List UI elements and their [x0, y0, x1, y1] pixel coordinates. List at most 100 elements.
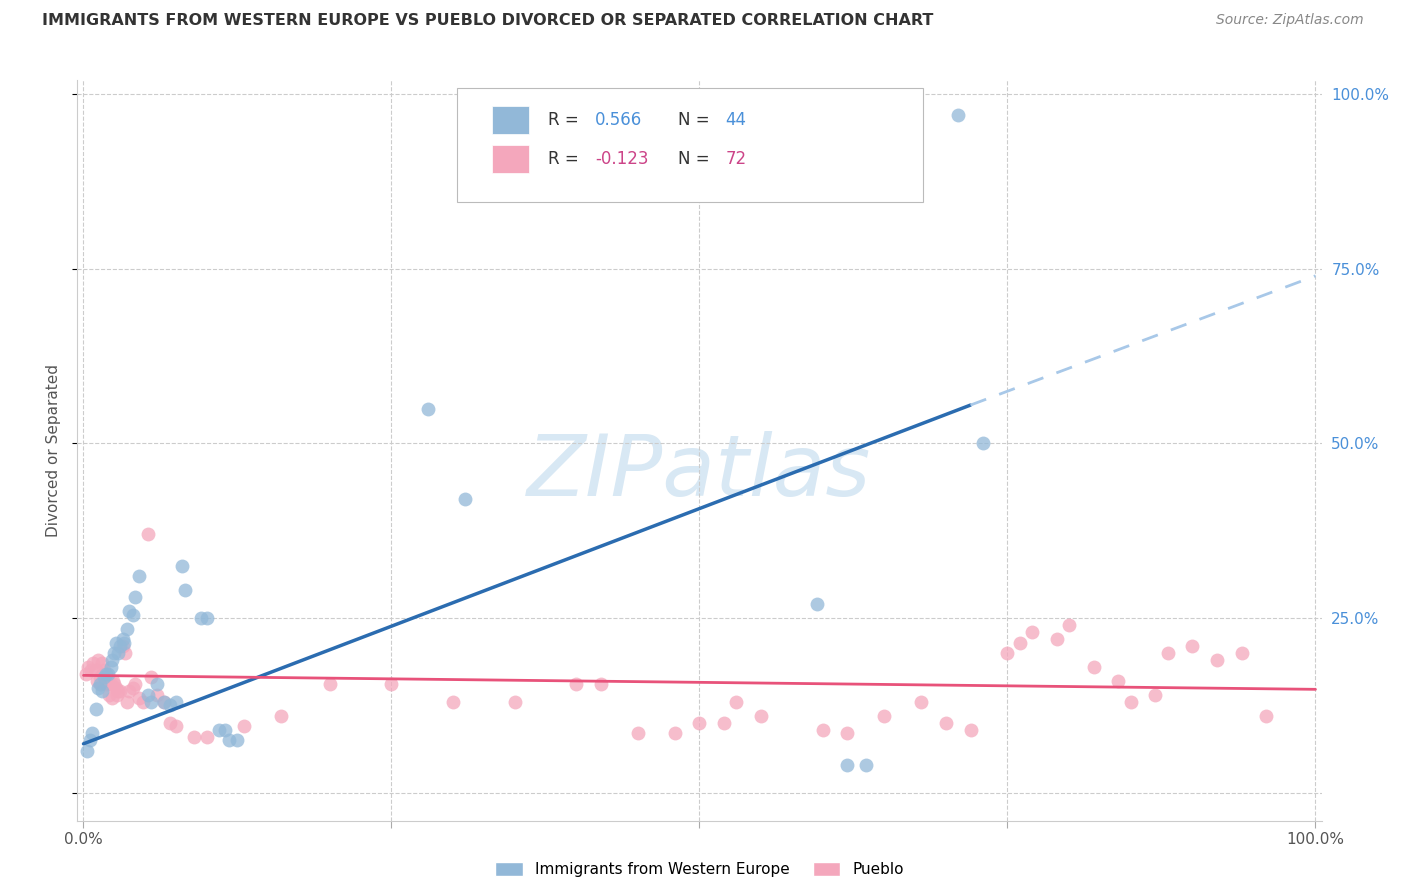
Point [115, 622, 138, 636]
Point [948, 108, 970, 122]
Point [128, 691, 150, 706]
Point [503, 695, 526, 709]
Point [165, 719, 187, 733]
Point [91, 657, 114, 671]
Point [141, 695, 163, 709]
Point [105, 688, 128, 702]
Point [627, 726, 650, 740]
Point [972, 436, 994, 450]
FancyBboxPatch shape [492, 106, 529, 135]
Point [173, 583, 195, 598]
Point [664, 726, 686, 740]
Point [589, 677, 612, 691]
Point [152, 695, 174, 709]
Point [107, 646, 129, 660]
Point [76, 744, 98, 758]
Point [103, 677, 125, 691]
FancyBboxPatch shape [492, 145, 529, 173]
Legend: Immigrants from Western Europe, Pueblo: Immigrants from Western Europe, Pueblo [489, 856, 910, 883]
Point [118, 684, 141, 698]
Point [87, 681, 110, 695]
Point [1057, 618, 1080, 632]
Point [1256, 709, 1278, 723]
Point [97, 677, 120, 691]
Point [79, 733, 101, 747]
Point [159, 715, 181, 730]
Point [855, 757, 877, 772]
Point [218, 733, 240, 747]
Point [77, 660, 100, 674]
Point [75, 667, 97, 681]
FancyBboxPatch shape [457, 87, 924, 202]
Point [1144, 688, 1167, 702]
Point [128, 569, 150, 583]
Point [811, 723, 834, 737]
Point [806, 597, 828, 611]
Point [226, 733, 249, 747]
Point [104, 635, 127, 649]
Point [380, 677, 402, 691]
Point [112, 635, 135, 649]
Point [959, 723, 981, 737]
Point [136, 527, 159, 541]
Text: 0.566: 0.566 [595, 112, 643, 129]
Point [101, 653, 124, 667]
Text: N =: N = [678, 150, 716, 168]
Point [111, 632, 134, 646]
Point [110, 684, 132, 698]
Text: Source: ZipAtlas.com: Source: ZipAtlas.com [1216, 13, 1364, 28]
Point [749, 709, 772, 723]
Point [136, 688, 159, 702]
Point [1107, 673, 1129, 688]
Point [107, 684, 129, 698]
Text: R =: R = [548, 150, 583, 168]
Point [94, 667, 117, 681]
Text: R =: R = [548, 112, 583, 129]
Point [319, 677, 342, 691]
Point [997, 646, 1019, 660]
Point [1156, 646, 1178, 660]
Point [89, 670, 111, 684]
Text: IMMIGRANTS FROM WESTERN EUROPE VS PUEBLO DIVORCED OR SEPARATED CORRELATION CHART: IMMIGRANTS FROM WESTERN EUROPE VS PUEBLO… [42, 13, 934, 29]
Text: 72: 72 [725, 150, 747, 168]
Point [124, 590, 146, 604]
Point [114, 646, 136, 660]
Point [103, 646, 125, 660]
Point [93, 670, 115, 684]
Point [935, 715, 957, 730]
Y-axis label: Divorced or Separated: Divorced or Separated [46, 364, 62, 537]
Point [165, 695, 187, 709]
Point [124, 677, 146, 691]
Point [80, 664, 103, 678]
Point [110, 639, 132, 653]
Point [195, 730, 218, 744]
Point [82, 657, 104, 671]
Point [101, 673, 124, 688]
Point [152, 695, 174, 709]
Point [183, 730, 205, 744]
Point [454, 492, 477, 507]
Point [1008, 635, 1031, 649]
Text: 44: 44 [725, 112, 747, 129]
Point [910, 695, 932, 709]
Point [190, 611, 212, 625]
Point [121, 607, 143, 622]
Point [100, 660, 122, 674]
Point [1119, 695, 1142, 709]
Point [146, 688, 169, 702]
Text: -0.123: -0.123 [595, 150, 648, 168]
Point [146, 677, 169, 691]
Point [418, 401, 440, 416]
Point [131, 695, 153, 709]
Point [87, 653, 110, 667]
Point [84, 702, 107, 716]
Text: ZIPatlas: ZIPatlas [527, 431, 872, 514]
Point [100, 677, 122, 691]
Point [91, 684, 114, 698]
Point [104, 681, 127, 695]
Point [94, 677, 117, 691]
Point [96, 673, 118, 688]
Point [214, 723, 236, 737]
Point [837, 757, 859, 772]
Point [89, 677, 111, 691]
